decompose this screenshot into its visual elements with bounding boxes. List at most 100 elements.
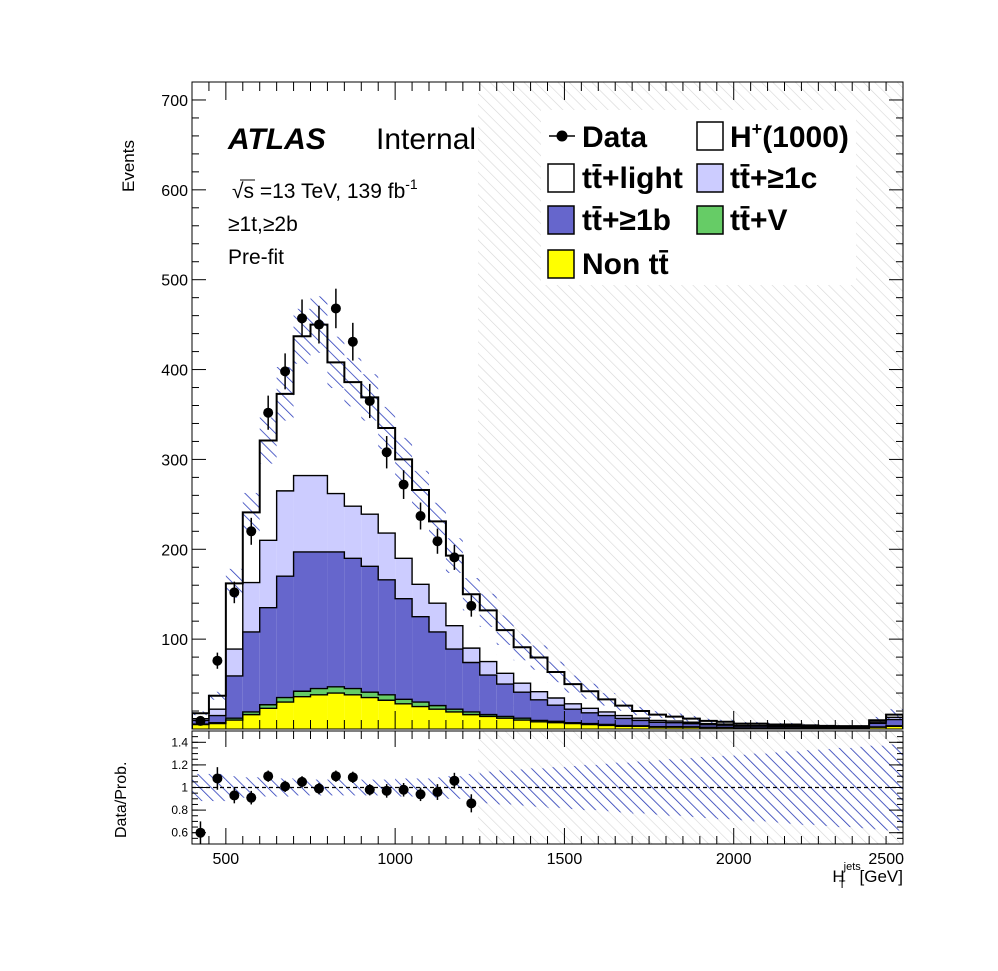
data-point [297, 313, 308, 324]
bar-tt-1c-8 [327, 493, 345, 552]
bar-tt-1b-33 [750, 726, 768, 728]
svg-text:tt̄+≥1c: tt̄+≥1c [730, 162, 817, 195]
bar-non-tt-15 [445, 711, 463, 729]
ratio-point [263, 771, 274, 782]
ratio-uncertainty-bin-30 [699, 756, 717, 819]
x-axis-unit: [GeV] [860, 867, 903, 886]
x-tick-label: 2500 [868, 851, 904, 868]
legend-entry-ttlight: tt̄+light [547, 162, 683, 195]
tt1c-swatch [696, 163, 724, 193]
nontt-swatch [547, 249, 575, 279]
bar-tt-1c-17 [479, 661, 497, 676]
svg-text:H+(1000): H+(1000) [730, 119, 849, 154]
bar-tt-1c-10 [361, 514, 379, 567]
bar-tt-1b-32 [733, 726, 751, 728]
ratio-x-ticks: 500 1000 1500 2000 2500 [191, 731, 904, 868]
svg-text:Non tt̄: Non tt̄ [582, 248, 669, 281]
bar-tt-1b-6 [293, 551, 311, 692]
bar-tt-1b-17 [479, 675, 497, 715]
y-tick-label: 700 [161, 93, 188, 110]
bar-tt-v-3 [242, 711, 260, 715]
bar-tt-1b-8 [327, 551, 345, 687]
bar-non-tt-24 [598, 725, 616, 729]
data-point [229, 587, 240, 598]
ratio-point [297, 776, 308, 787]
legend-entry-ttv: tt̄+V [696, 204, 788, 237]
bar-non-tt-19 [513, 720, 531, 729]
bar-non-tt-3 [242, 714, 260, 729]
bar-non-tt-23 [581, 724, 599, 729]
bar-non-tt-5 [276, 702, 294, 729]
data-point [415, 511, 426, 522]
status-label: Internal [376, 123, 476, 156]
ttlight-swatch [547, 163, 575, 193]
bar-tt-light-10 [361, 397, 379, 515]
bar-tt-v-18 [496, 716, 514, 719]
bar-non-tt-21 [547, 722, 565, 729]
bar-tt-1b-23 [581, 712, 599, 724]
bar-tt-1b-28 [666, 722, 683, 727]
bar-non-tt-26 [632, 726, 650, 729]
main-y-ticks: 100 200 300 400 500 600 700 [161, 81, 903, 712]
bar-tt-1b-10 [361, 566, 379, 693]
bar-tt-1b-21 [547, 705, 565, 722]
ratio-uncertainty-bin-18 [496, 770, 514, 805]
lumi-exponent: -1 [405, 176, 418, 192]
bar-tt-1b-30 [699, 724, 717, 728]
ratio-point [330, 771, 341, 782]
ratio-point [432, 787, 443, 798]
bar-tt-1c-5 [276, 490, 294, 577]
bar-tt-v-11 [378, 694, 396, 701]
bar-tt-1c-24 [598, 711, 616, 716]
bar-tt-1b-11 [378, 579, 396, 695]
bar-tt-v-9 [344, 688, 362, 695]
bar-tt-1b-41 [886, 719, 903, 726]
data-point [364, 396, 375, 407]
bar-tt-1c-12 [395, 558, 413, 599]
ratio-point [313, 783, 324, 794]
x-axis-symbol: H [832, 867, 844, 886]
data-point [263, 407, 274, 418]
bar-tt-1c-13 [412, 584, 429, 617]
y-tick-label: 400 [161, 363, 188, 380]
bar-tt-1c-22 [564, 703, 582, 710]
data-point [381, 447, 392, 458]
bar-non-tt-9 [344, 694, 362, 729]
outline-tt-1b [192, 551, 903, 729]
bar-tt-1b-14 [429, 631, 446, 706]
data-point [195, 715, 206, 726]
ratio-uncertainty-bin-37 [818, 749, 836, 826]
bar-tt-light-7 [310, 324, 328, 476]
bar-tt-1b-19 [513, 692, 531, 719]
data-point [246, 526, 257, 537]
bar-tt-1b-15 [445, 649, 463, 710]
svg-text:tt̄+≥1b: tt̄+≥1b [582, 204, 671, 237]
x-tick-label: 500 [213, 851, 240, 868]
ratio-y-tick-label: 0.8 [171, 803, 188, 817]
bar-tt-1c-9 [344, 506, 362, 559]
tt1b-swatch [547, 205, 575, 235]
ratio-uncertainty-bin-23 [581, 764, 599, 811]
bar-tt-1c-15 [445, 625, 463, 650]
bar-tt-1c-28 [666, 721, 683, 723]
bar-tt-light-15 [445, 555, 463, 626]
y-axis-label: Events [119, 140, 138, 192]
x-axis-subscript: T [839, 879, 846, 891]
bar-tt-v-10 [361, 692, 379, 698]
x-axis-superscript: jets [843, 861, 862, 873]
bar-non-tt-6 [293, 696, 311, 729]
ratio-uncertainty-bin-35 [784, 751, 802, 824]
bar-tt-1b-18 [496, 684, 514, 717]
bar-tt-1b-5 [276, 576, 294, 698]
bar-non-tt-11 [378, 700, 396, 729]
outline-tt-1c [192, 474, 903, 729]
bar-non-tt-1 [208, 723, 226, 729]
bar-non-tt-2 [225, 720, 243, 729]
bar-tt-1b-31 [716, 725, 734, 728]
data-point [347, 336, 358, 347]
data-point [212, 655, 223, 666]
bar-non-tt-7 [310, 694, 328, 729]
bar-tt-1c-21 [547, 697, 565, 706]
data-point [432, 536, 443, 547]
